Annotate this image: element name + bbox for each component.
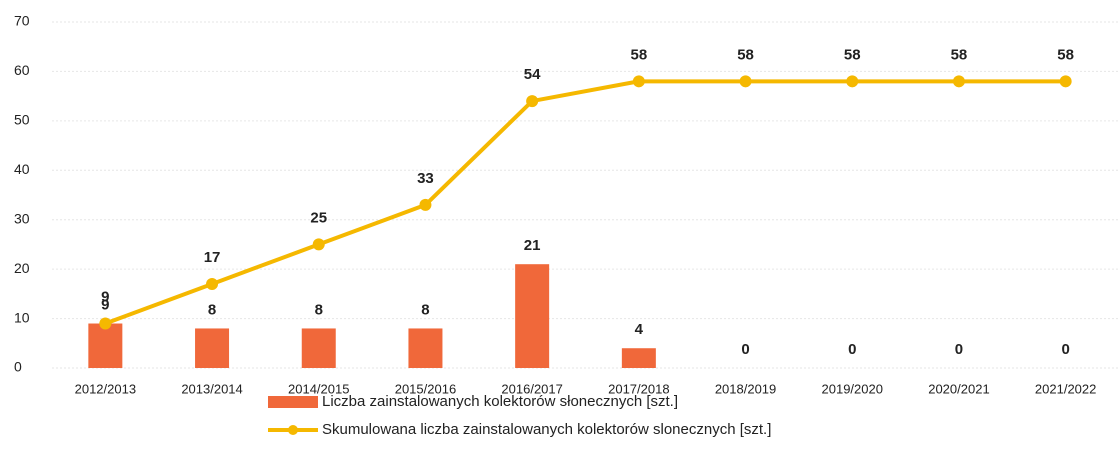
legend-label: Liczba zainstalowanych kolektorów słonec…	[322, 393, 678, 410]
data-label: 58	[951, 46, 968, 63]
y-tick-label: 70	[14, 13, 30, 29]
line-point	[846, 75, 859, 88]
x-tick-label: 2019/2020	[822, 381, 883, 396]
x-tick-label: 2014/2015	[288, 381, 349, 396]
data-label: 4	[635, 321, 644, 338]
data-label: 0	[848, 341, 856, 358]
data-label: 58	[631, 46, 648, 63]
data-label: 33	[417, 170, 434, 187]
data-label: 9	[101, 296, 109, 313]
data-label: 58	[844, 46, 861, 63]
x-tick-label: 2018/2019	[715, 381, 776, 396]
x-tick-label: 2021/2022	[1035, 381, 1096, 396]
data-label: 0	[741, 341, 749, 358]
bar	[408, 328, 443, 368]
data-label: 9	[101, 288, 109, 305]
data-label: 21	[524, 237, 541, 254]
bar	[301, 328, 336, 368]
data-label: 8	[208, 301, 216, 318]
data-label: 17	[204, 249, 221, 266]
y-tick-label: 60	[14, 62, 30, 78]
data-label: 0	[955, 341, 963, 358]
bar	[515, 264, 550, 368]
line-point	[632, 75, 645, 88]
bar	[88, 323, 123, 368]
y-tick-label: 10	[14, 309, 30, 325]
line-point	[1059, 75, 1072, 88]
data-label: 0	[1061, 341, 1069, 358]
y-tick-label: 0	[14, 359, 22, 375]
y-tick-label: 40	[14, 161, 30, 177]
line	[104, 79, 1066, 326]
line-point	[952, 75, 965, 88]
data-label: 58	[737, 46, 754, 63]
legend-swatch	[268, 396, 318, 408]
x-tick-label: 2020/2021	[928, 381, 989, 396]
x-tick-label: 2016/2017	[501, 381, 562, 396]
x-tick-label: 2013/2014	[181, 381, 242, 396]
line-point	[419, 198, 432, 211]
x-tick-label: 2012/2013	[75, 381, 136, 396]
x-tick-label: 2017/2018	[608, 381, 669, 396]
y-tick-label: 30	[14, 210, 30, 226]
line-point	[312, 238, 325, 251]
x-tick-label: 2015/2016	[395, 381, 456, 396]
data-label: 25	[310, 209, 327, 226]
data-label: 8	[421, 301, 429, 318]
y-tick-label: 50	[14, 112, 30, 128]
line-point	[99, 317, 112, 330]
y-tick-label: 20	[14, 260, 30, 276]
bar	[195, 328, 230, 368]
legend-swatch	[288, 425, 298, 435]
legend-label: Skumulowana liczba zainstalowanych kolek…	[322, 421, 771, 438]
line-point	[739, 75, 752, 88]
bar	[621, 348, 656, 368]
line-point	[206, 277, 219, 290]
data-label: 54	[524, 66, 541, 83]
data-label: 58	[1057, 46, 1074, 63]
line-point	[526, 95, 539, 108]
data-label: 8	[315, 301, 323, 318]
